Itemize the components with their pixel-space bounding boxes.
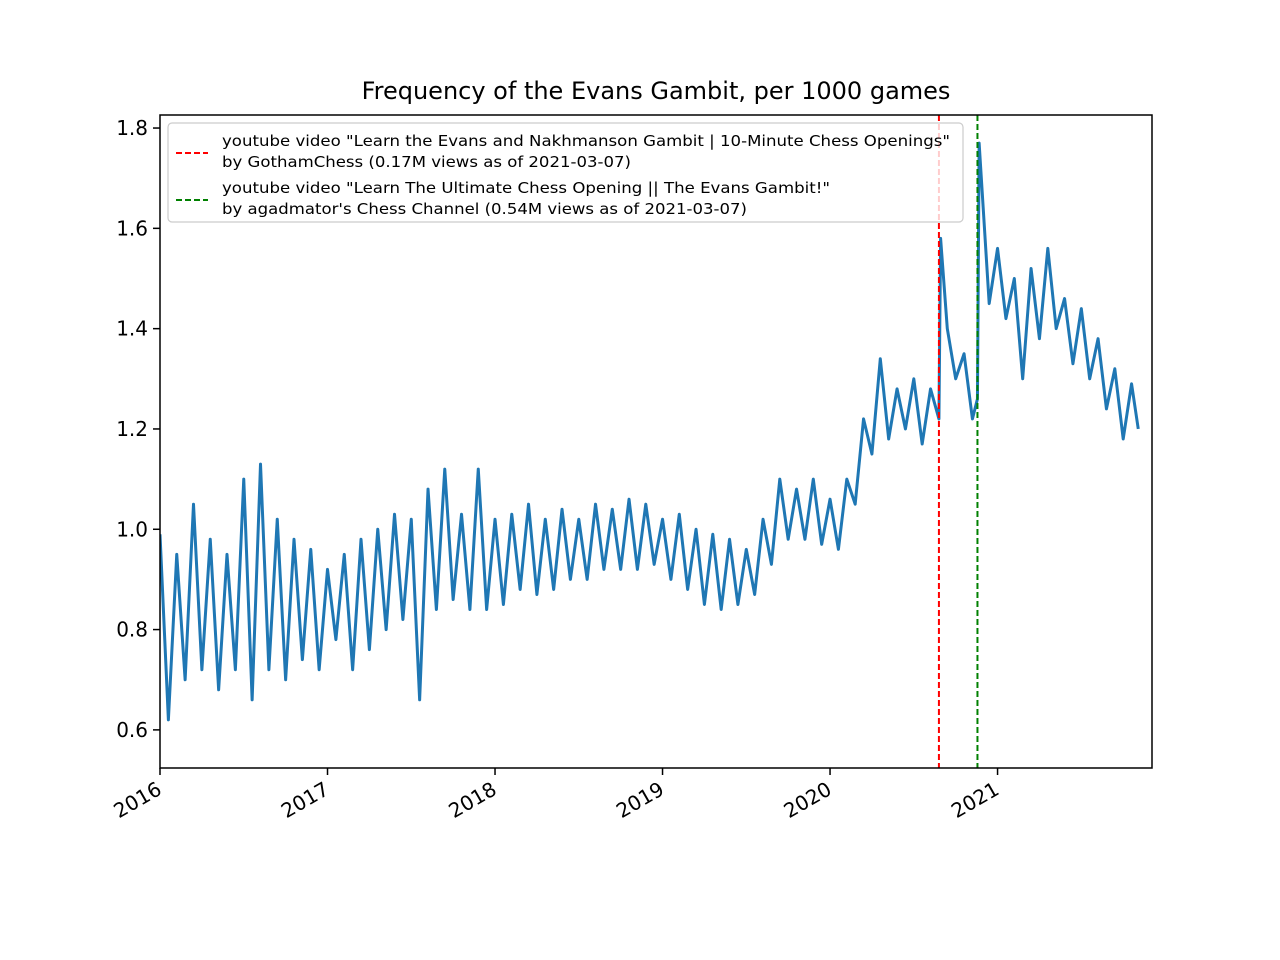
data-line [160,141,1140,722]
legend-label: youtube video "Learn the Evans and Nakhm… [222,132,950,150]
y-tick-label: 1.8 [116,116,148,140]
axes-frame [159,114,1153,769]
chart-title: Frequency of the Evans Gambit, per 1000 … [362,77,951,105]
y-tick-label: 0.8 [116,618,148,642]
y-tick-label: 0.6 [116,718,148,742]
y-tick-label: 1.6 [116,216,148,240]
legend-label: youtube video "Learn The Ultimate Chess … [222,179,830,197]
y-tick-label: 1.2 [116,417,148,441]
legend-label: by agadmator's Chess Channel (0.54M view… [222,200,747,218]
y-tick-label: 1.4 [116,317,148,341]
y-tick-label: 1.0 [116,517,148,541]
legend-label: by GothamChess (0.17M views as of 2021-0… [222,153,631,171]
legend-box [167,122,964,223]
